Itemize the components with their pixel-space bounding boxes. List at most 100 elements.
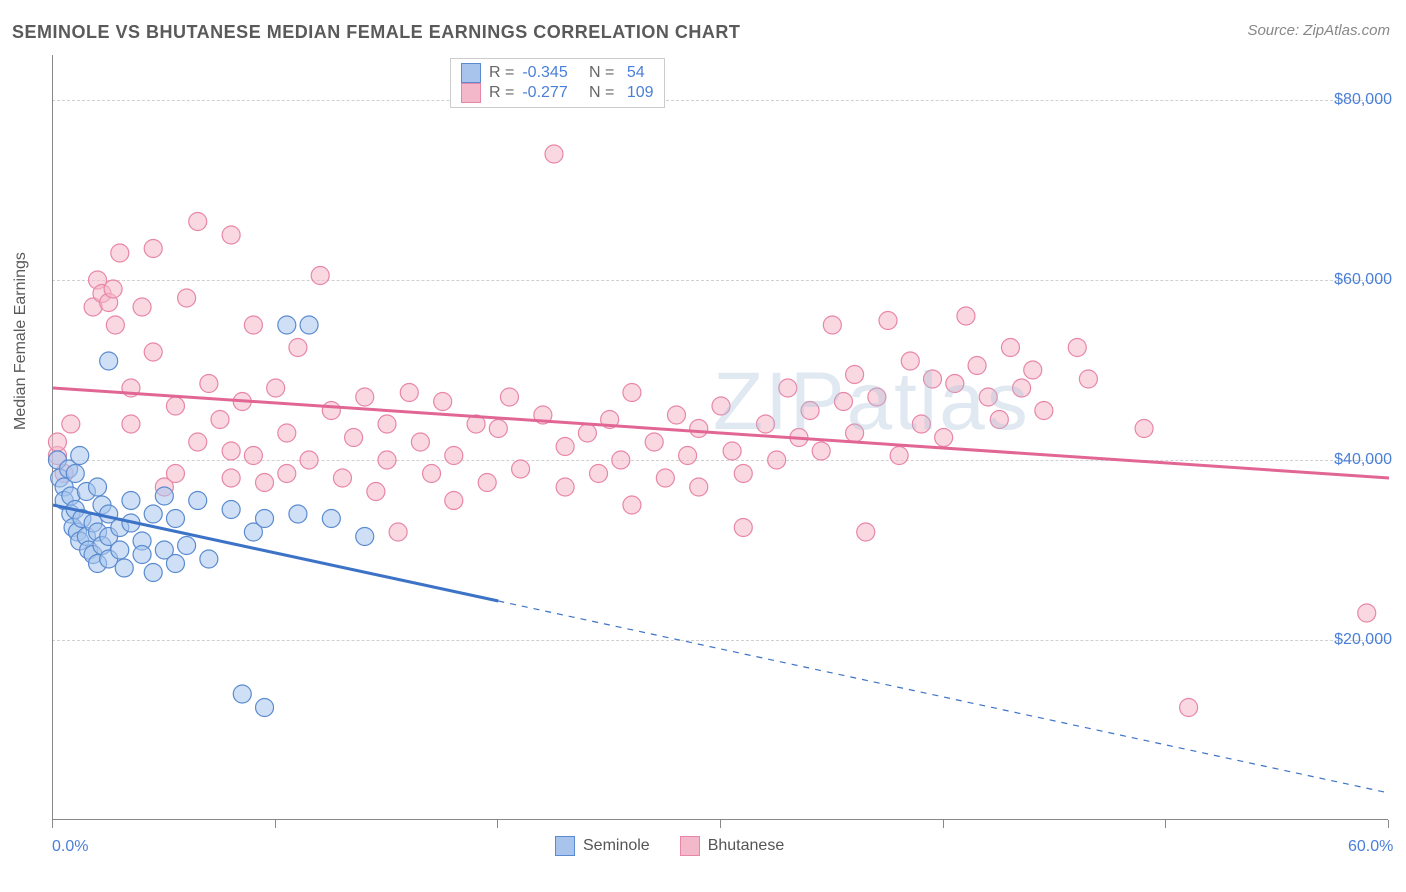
bhutanese-point — [512, 460, 530, 478]
r-label: R = — [489, 64, 514, 82]
bhutanese-point — [846, 424, 864, 442]
bhutanese-point — [1068, 339, 1086, 357]
bhutanese-point — [935, 429, 953, 447]
bhutanese-point — [679, 447, 697, 465]
bhutanese-point — [590, 465, 608, 483]
seminole-trendline-dash — [498, 601, 1389, 793]
bhutanese-point — [189, 213, 207, 231]
bhutanese-point — [278, 424, 296, 442]
x-tick-mark — [720, 820, 721, 828]
r-value: -0.345 — [522, 64, 567, 82]
seminole-point — [66, 465, 84, 483]
bhutanese-point — [222, 469, 240, 487]
bhutanese-point — [1180, 699, 1198, 717]
n-label: N = — [576, 84, 615, 102]
bhutanese-point — [434, 393, 452, 411]
seminole-point — [166, 555, 184, 573]
bhutanese-point — [278, 465, 296, 483]
bhutanese-point — [757, 415, 775, 433]
seminole-point — [200, 550, 218, 568]
legend-series: Seminole Bhutanese — [555, 836, 784, 856]
bhutanese-point — [901, 352, 919, 370]
bhutanese-point — [879, 312, 897, 330]
bhutanese-point — [389, 523, 407, 541]
legend-swatch-icon — [680, 836, 700, 856]
seminole-point — [189, 492, 207, 510]
y-axis-label: Median Female Earnings — [12, 252, 30, 430]
legend-series-label: Seminole — [583, 837, 650, 855]
bhutanese-point — [378, 451, 396, 469]
bhutanese-point — [545, 145, 563, 163]
bhutanese-point — [1035, 402, 1053, 420]
bhutanese-point — [712, 397, 730, 415]
seminole-point — [322, 510, 340, 528]
legend-swatch-icon — [461, 63, 481, 83]
source-label: Source: ZipAtlas.com — [1247, 22, 1390, 39]
bhutanese-point — [768, 451, 786, 469]
bhutanese-point — [478, 474, 496, 492]
bhutanese-point — [656, 469, 674, 487]
chart-container: SEMINOLE VS BHUTANESE MEDIAN FEMALE EARN… — [0, 0, 1406, 892]
bhutanese-point — [256, 474, 274, 492]
bhutanese-point — [979, 388, 997, 406]
seminole-point — [166, 510, 184, 528]
bhutanese-point — [445, 492, 463, 510]
bhutanese-point — [411, 433, 429, 451]
x-tick-mark — [1388, 820, 1389, 828]
chart-title: SEMINOLE VS BHUTANESE MEDIAN FEMALE EARN… — [12, 22, 740, 43]
bhutanese-point — [222, 226, 240, 244]
seminole-point — [89, 478, 107, 496]
seminole-point — [122, 492, 140, 510]
n-value: 109 — [622, 84, 653, 102]
seminole-point — [256, 510, 274, 528]
bhutanese-point — [645, 433, 663, 451]
seminole-point — [155, 487, 173, 505]
bhutanese-point — [289, 339, 307, 357]
bhutanese-point — [166, 397, 184, 415]
bhutanese-point — [445, 447, 463, 465]
bhutanese-point — [144, 240, 162, 258]
legend-corr-row: R =-0.345 N = 54 — [461, 63, 654, 83]
seminole-point — [133, 546, 151, 564]
r-value: -0.277 — [522, 84, 567, 102]
x-tick-mark — [52, 820, 53, 828]
bhutanese-point — [345, 429, 363, 447]
bhutanese-point — [968, 357, 986, 375]
bhutanese-point — [106, 316, 124, 334]
bhutanese-point — [690, 478, 708, 496]
bhutanese-point — [623, 496, 641, 514]
bhutanese-point — [189, 433, 207, 451]
seminole-point — [71, 447, 89, 465]
legend-corr-row: R =-0.277 N = 109 — [461, 83, 654, 103]
bhutanese-point — [489, 420, 507, 438]
seminole-point — [289, 505, 307, 523]
bhutanese-point — [924, 370, 942, 388]
bhutanese-point — [333, 469, 351, 487]
seminole-point — [233, 685, 251, 703]
bhutanese-point — [1001, 339, 1019, 357]
bhutanese-point — [133, 298, 151, 316]
seminole-point — [278, 316, 296, 334]
x-tick-label: 60.0% — [1348, 838, 1393, 856]
n-label: N = — [576, 64, 615, 82]
bhutanese-point — [734, 519, 752, 537]
bhutanese-point — [62, 415, 80, 433]
seminole-point — [178, 537, 196, 555]
legend-series-item: Bhutanese — [680, 836, 785, 856]
bhutanese-point — [857, 523, 875, 541]
bhutanese-point — [690, 420, 708, 438]
bhutanese-point — [912, 415, 930, 433]
bhutanese-point — [801, 402, 819, 420]
seminole-point — [356, 528, 374, 546]
bhutanese-point — [868, 388, 886, 406]
x-tick-mark — [1165, 820, 1166, 828]
x-tick-mark — [275, 820, 276, 828]
bhutanese-point — [1079, 370, 1097, 388]
seminole-point — [300, 316, 318, 334]
x-tick-label: 0.0% — [52, 838, 88, 856]
bhutanese-point — [723, 442, 741, 460]
bhutanese-point — [244, 447, 262, 465]
x-tick-mark — [943, 820, 944, 828]
bhutanese-point — [311, 267, 329, 285]
seminole-point — [144, 505, 162, 523]
